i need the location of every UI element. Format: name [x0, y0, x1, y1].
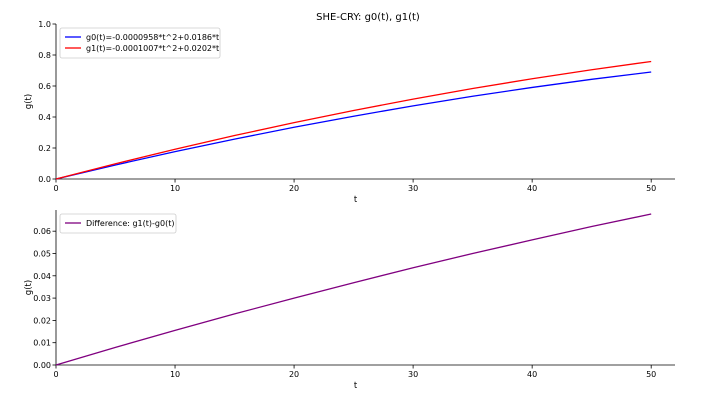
x-axis-label: t: [354, 195, 358, 205]
x-tick-label: 10: [170, 184, 180, 193]
x-tick-label: 10: [170, 370, 180, 379]
x-tick-label: 30: [408, 370, 418, 379]
y-tick-label: 0.06: [33, 227, 51, 236]
y-tick-label: 0.8: [38, 51, 51, 60]
series-line-1: [55, 60, 652, 180]
y-tick-label: 0.04: [33, 272, 51, 281]
chart-title: SHE-CRY: g0(t), g1(t): [316, 12, 420, 23]
y-tick-label: 0.0: [38, 175, 51, 184]
legend-entry: Difference: g1(t)-g0(t): [86, 219, 174, 228]
y-tick-label: 1.0: [38, 20, 51, 29]
y-tick-label: 0.02: [33, 316, 51, 325]
legend-box: [59, 27, 221, 59]
legend-box: [59, 213, 177, 234]
x-tick-label: 20: [289, 370, 299, 379]
series-line-0: [55, 71, 652, 180]
x-tick-label: 20: [289, 184, 299, 193]
x-tick-label: 50: [646, 370, 656, 379]
x-tick-label: 40: [527, 370, 537, 379]
y-tick-label: 0.00: [33, 361, 51, 370]
y-axis-label: g(t): [24, 280, 34, 295]
x-tick-label: 30: [408, 184, 418, 193]
x-axis-label: t: [354, 381, 358, 391]
y-tick-label: 0.4: [38, 113, 51, 122]
x-tick-label: 40: [527, 184, 537, 193]
legend-entry: g1(t)=-0.0001007*t^2+0.0202*t: [86, 44, 219, 53]
series-line-0: [55, 213, 652, 366]
x-tick-label: 50: [646, 184, 656, 193]
y-tick-label: 0.03: [33, 294, 51, 303]
legend-entry: g0(t)=-0.0000958*t^2+0.0186*t: [86, 33, 219, 42]
y-tick-label: 0.05: [33, 249, 51, 258]
y-tick-label: 0.6: [38, 82, 51, 91]
bottom-subplot: 0 10 20 30 40 50 0.00 0.01 0.02 0.03 0.04 0.05 0.06 t…: [24, 210, 675, 391]
top-subplot: 0 10 20 30 40 50 0.0 0.2 0.4 0.6 0.8 1.0 t g(t) g0(t)=…: [24, 20, 675, 205]
x-tick-label: 0: [53, 184, 58, 193]
y-tick-label: 0.2: [38, 144, 51, 153]
y-tick-label: 0.01: [33, 339, 51, 348]
y-axis-label: g(t): [24, 94, 34, 109]
x-tick-label: 0: [53, 370, 58, 379]
